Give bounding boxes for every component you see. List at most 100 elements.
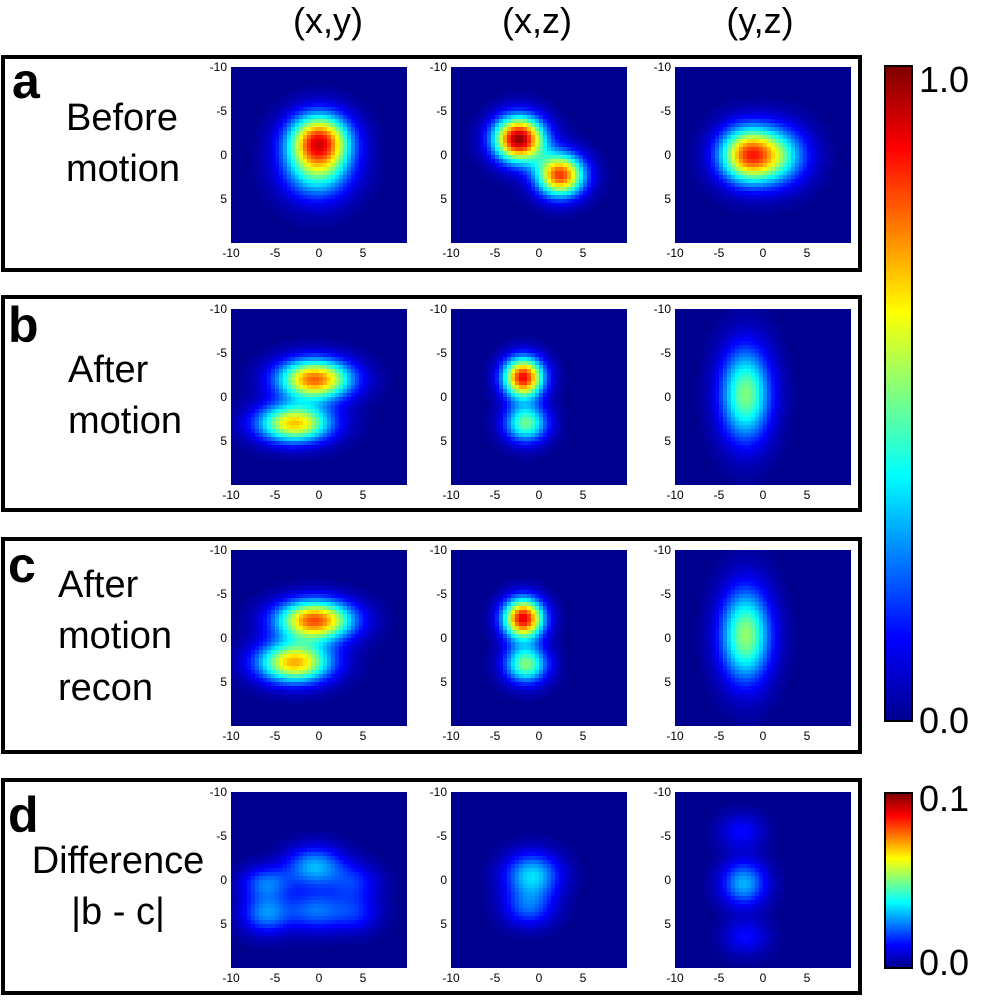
- y-tick-label: -10: [209, 302, 227, 316]
- colorbar-difference-min-label: 0.0: [919, 942, 970, 983]
- x-tick-label: -10: [442, 246, 460, 260]
- y-tick-label: 0: [220, 390, 227, 404]
- heatmap-b-xz: [451, 309, 627, 485]
- panel-c-label: After motion recon: [58, 564, 173, 709]
- x-tick-label: -5: [489, 729, 501, 743]
- heatmap-d-yz: [675, 792, 851, 968]
- colorbar-main: [884, 65, 913, 722]
- y-tick-label: -5: [216, 104, 227, 118]
- y-tick-label: 5: [440, 675, 447, 689]
- y-tick-label: -5: [660, 104, 671, 118]
- column-header-xy: (x,y): [293, 0, 363, 41]
- panel-b-label: After motion: [68, 349, 183, 443]
- y-tick-label: 5: [664, 917, 671, 931]
- y-tick-label: -10: [653, 785, 671, 799]
- heatmap-a-yz: [675, 67, 851, 243]
- x-tick-label: -10: [222, 488, 240, 502]
- x-tick-label: 0: [315, 971, 323, 985]
- x-tick-label: -5: [269, 729, 281, 743]
- panel-a-label: Before motion: [66, 97, 181, 191]
- heatmap-c-yz: [675, 550, 851, 726]
- heatmap-b-xy: [231, 309, 407, 485]
- y-tick-label: -10: [429, 785, 447, 799]
- y-tick-label: 5: [220, 675, 227, 689]
- heatmap-d-xz: [451, 792, 627, 968]
- x-tick-label: 5: [803, 971, 811, 985]
- x-tick-label: -5: [489, 488, 501, 502]
- panel-d-letter: d: [8, 787, 39, 843]
- x-tick-label: 0: [535, 246, 543, 260]
- x-tick-label: -10: [666, 488, 684, 502]
- y-tick-label: 0: [440, 631, 447, 645]
- x-tick-label: 5: [579, 971, 587, 985]
- x-tick-label: 0: [759, 488, 767, 502]
- panel-d-frame: [1, 778, 862, 995]
- y-tick-label: -10: [209, 60, 227, 74]
- y-tick-label: -5: [216, 829, 227, 843]
- y-tick-label: 5: [440, 917, 447, 931]
- y-tick-label: -5: [216, 346, 227, 360]
- heatmap-c-xy: [231, 550, 407, 726]
- x-tick-label: -5: [489, 971, 501, 985]
- y-tick-label: 0: [220, 873, 227, 887]
- y-tick-label: -10: [429, 543, 447, 557]
- x-tick-label: 5: [359, 488, 367, 502]
- y-tick-label: -10: [209, 785, 227, 799]
- y-tick-label: 5: [664, 675, 671, 689]
- y-tick-label: 0: [220, 631, 227, 645]
- x-tick-label: -10: [666, 729, 684, 743]
- y-tick-label: 5: [664, 434, 671, 448]
- x-tick-label: -10: [442, 729, 460, 743]
- heatmap-d-xy: [231, 792, 407, 968]
- heatmap-a-xy: [231, 67, 407, 243]
- y-tick-label: 0: [440, 390, 447, 404]
- y-tick-label: 5: [220, 917, 227, 931]
- x-tick-label: -5: [269, 246, 281, 260]
- y-tick-label: 0: [664, 148, 671, 162]
- y-tick-label: -10: [429, 60, 447, 74]
- y-tick-label: -10: [653, 60, 671, 74]
- colorbar-main-min-label: 0.0: [919, 700, 970, 741]
- y-tick-label: -5: [436, 104, 447, 118]
- x-tick-label: 5: [803, 488, 811, 502]
- x-tick-label: 5: [803, 729, 811, 743]
- x-tick-label: 0: [535, 488, 543, 502]
- panel-a-letter: a: [12, 53, 40, 109]
- x-tick-label: 5: [359, 971, 367, 985]
- colorbar-main-max-label: 1.0: [919, 59, 970, 100]
- x-tick-label: -10: [666, 971, 684, 985]
- column-header-yz: (y,z): [726, 0, 794, 41]
- x-tick-label: 5: [359, 246, 367, 260]
- panel-b-frame: [1, 295, 862, 512]
- y-tick-label: -5: [660, 346, 671, 360]
- x-tick-label: -5: [489, 246, 501, 260]
- panel-d-label: Difference |b - c|: [31, 840, 205, 934]
- x-tick-label: 5: [803, 246, 811, 260]
- y-tick-label: -10: [209, 543, 227, 557]
- y-tick-label: 0: [440, 148, 447, 162]
- y-tick-label: 5: [664, 192, 671, 206]
- x-tick-label: -5: [713, 488, 725, 502]
- y-tick-label: 0: [664, 390, 671, 404]
- x-tick-label: -10: [442, 971, 460, 985]
- column-header-xz: (x,z): [502, 0, 572, 41]
- heatmap-a-xz: [451, 67, 627, 243]
- panel-c-letter: c: [8, 537, 36, 593]
- y-tick-label: 0: [664, 631, 671, 645]
- y-tick-label: -10: [653, 302, 671, 316]
- x-tick-label: 0: [759, 246, 767, 260]
- x-tick-label: -10: [222, 729, 240, 743]
- y-tick-label: -10: [429, 302, 447, 316]
- y-tick-label: 5: [220, 192, 227, 206]
- x-tick-label: 5: [579, 729, 587, 743]
- x-tick-label: 0: [315, 488, 323, 502]
- y-tick-label: -5: [216, 587, 227, 601]
- x-tick-label: 5: [579, 488, 587, 502]
- x-tick-label: 0: [759, 971, 767, 985]
- x-tick-label: -10: [442, 488, 460, 502]
- x-tick-label: 5: [359, 729, 367, 743]
- y-tick-label: -5: [660, 829, 671, 843]
- x-tick-label: -10: [222, 246, 240, 260]
- x-tick-label: -5: [713, 729, 725, 743]
- y-tick-label: 0: [664, 873, 671, 887]
